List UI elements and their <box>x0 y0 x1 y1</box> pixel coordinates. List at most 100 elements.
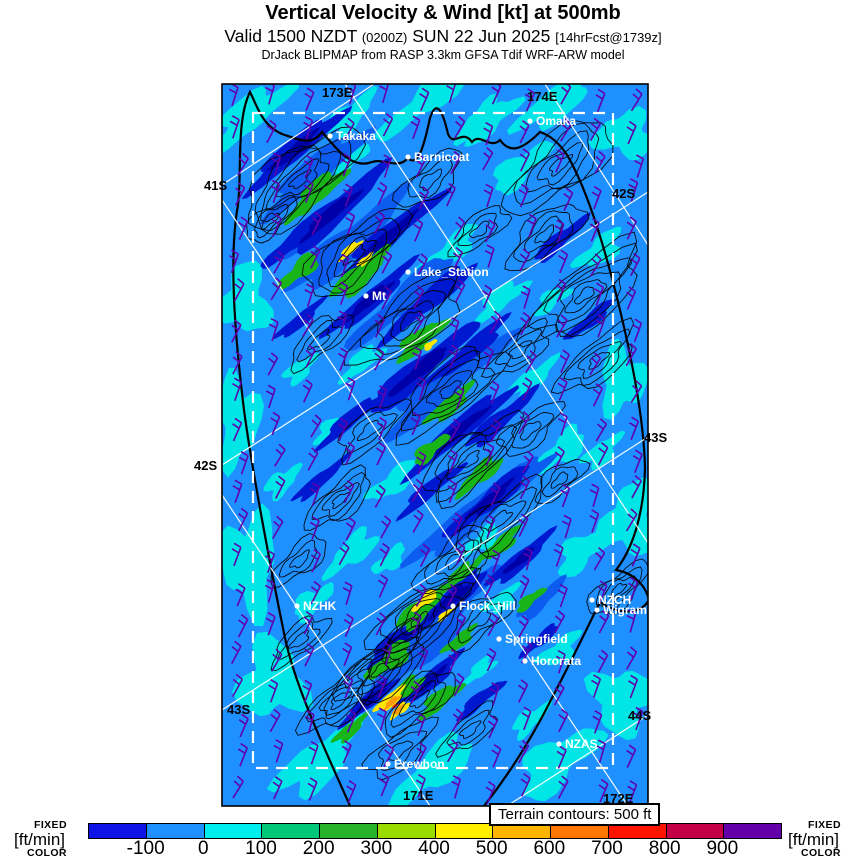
colorbar-tick-label: 700 <box>591 838 623 859</box>
wind-barb <box>379 542 390 567</box>
wind-barb <box>598 778 609 803</box>
wind-barb <box>229 249 240 274</box>
wind-barb <box>345 516 356 541</box>
wind-barb <box>522 377 533 401</box>
wind-barb <box>518 740 530 764</box>
wind-barb <box>519 475 530 500</box>
wind-barb <box>343 479 355 504</box>
wind-barb <box>381 154 392 178</box>
wind-barb <box>598 610 610 634</box>
units-fixed-label: FIXED <box>34 819 67 831</box>
wind-barb <box>489 310 502 334</box>
colorbar-segment <box>262 824 320 838</box>
wind-barb <box>453 115 466 139</box>
wind-barb <box>345 377 356 401</box>
wind-barb <box>273 739 284 763</box>
wind-barb <box>342 642 353 666</box>
wind-barb <box>267 352 279 376</box>
wind-barb <box>557 412 568 436</box>
wind-barb <box>416 742 427 766</box>
wind-barb <box>415 583 427 607</box>
lift-cyan-patch <box>337 344 388 386</box>
site-marker <box>327 133 333 139</box>
wind-barb <box>415 712 426 737</box>
wind-barb <box>271 213 282 237</box>
wind-barb <box>490 418 501 443</box>
wind-barb <box>419 87 430 112</box>
wind-barb <box>416 376 427 401</box>
wind-barb <box>303 611 314 635</box>
colorbar-segment <box>320 824 378 838</box>
site-marker <box>363 293 369 299</box>
wind-barb <box>554 149 565 173</box>
valid-utc: (0200Z) <box>361 30 408 45</box>
wind-barb <box>628 674 639 699</box>
sink-blue-band <box>259 125 376 225</box>
wind-barb <box>273 443 286 467</box>
wind-barb <box>521 706 532 731</box>
wind-barb <box>302 679 313 704</box>
wind-barb <box>589 217 600 242</box>
wind-barb <box>411 611 422 636</box>
sink-wave-core <box>344 281 396 324</box>
wind-barb <box>560 118 572 142</box>
wind-barb <box>595 88 606 113</box>
lift-green-band <box>418 682 467 722</box>
wind-barb <box>449 418 461 442</box>
wind-barb <box>452 512 463 537</box>
wind-barb <box>415 154 426 178</box>
wind-barb <box>453 216 466 240</box>
wind-barb <box>554 219 565 244</box>
site-marker <box>496 636 502 642</box>
wind-barb <box>411 478 424 503</box>
wind-barb <box>556 278 567 303</box>
lift-cyan-patch <box>321 526 381 582</box>
wind-barb <box>627 780 638 804</box>
wind-barb <box>310 548 322 573</box>
wind-barb <box>558 708 569 733</box>
wind-barb <box>447 449 458 474</box>
wind-barb <box>631 475 642 499</box>
lift-cyan-patch <box>557 532 616 577</box>
wind-barb <box>374 484 386 508</box>
wind-barb <box>517 615 529 639</box>
graticule-label: 41S <box>204 178 227 193</box>
wind-barb <box>454 385 465 410</box>
wind-barb <box>590 117 601 141</box>
wind-barb <box>451 775 462 799</box>
colorbar-segment <box>666 824 725 838</box>
lift-cyan-patch <box>479 580 522 615</box>
wind-barb <box>526 213 537 238</box>
wind-barb <box>346 84 357 105</box>
wind-barb <box>345 211 356 235</box>
wind-barb <box>558 249 569 274</box>
wind-barb <box>630 379 643 404</box>
wind-barb <box>451 708 464 732</box>
wind-barb <box>626 744 637 768</box>
lift-yellow-core <box>424 339 438 351</box>
sink-wave-streak <box>534 212 591 264</box>
wind-barb <box>305 344 316 368</box>
graticule-label: 44S <box>628 708 651 723</box>
wind-barb <box>596 739 606 763</box>
lift-green-band <box>414 433 451 466</box>
wind-barb <box>592 383 603 407</box>
wind-barb <box>377 707 387 731</box>
wind-barb <box>490 482 501 506</box>
wind-barb <box>628 178 639 202</box>
units-color-label: COLOR <box>27 847 67 860</box>
sink-wave-streak <box>562 299 614 340</box>
wind-barb <box>559 349 570 373</box>
wind-barb <box>452 246 464 271</box>
sink-wave-streak <box>290 449 353 503</box>
wind-barb <box>379 84 390 104</box>
wind-barb <box>311 211 322 236</box>
wind-barb <box>310 414 322 438</box>
lift-cyan-patch <box>512 700 553 742</box>
units-ftmin-label: [ft/min] <box>14 829 66 849</box>
sink-wave-core <box>432 405 492 455</box>
wind-barb <box>304 710 315 734</box>
wind-barb <box>489 380 500 405</box>
colorbar-units-left: FIXED [ft/min] COLOR <box>14 820 67 859</box>
